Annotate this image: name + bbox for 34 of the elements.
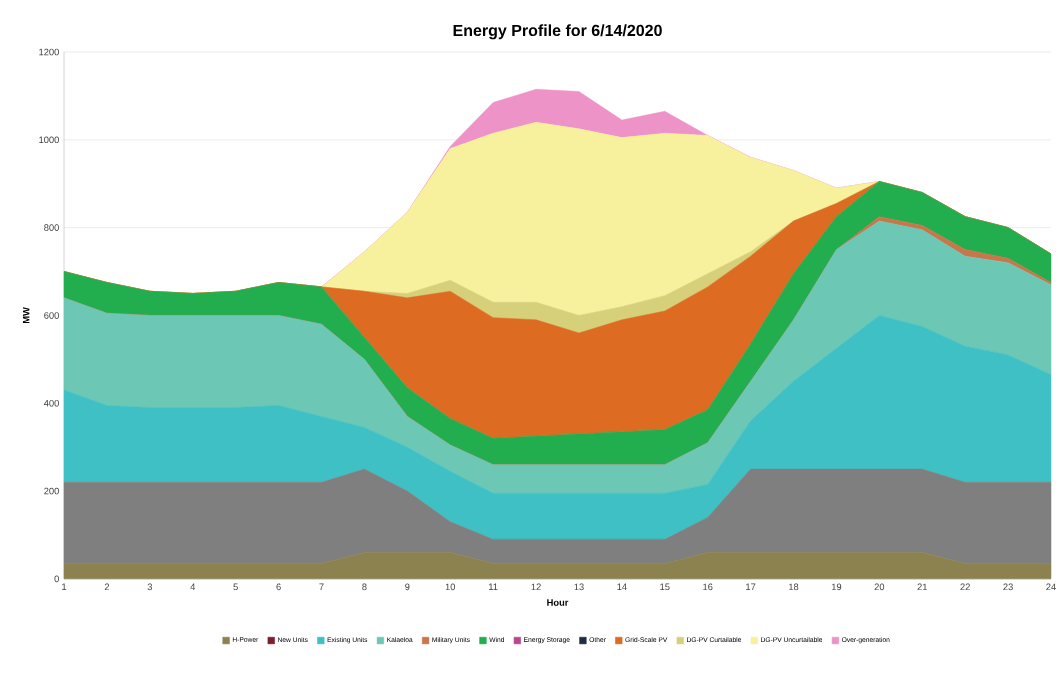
x-tick-label: 5: [233, 583, 238, 591]
x-tick-label: 21: [917, 583, 927, 591]
y-tick-label: 800: [44, 224, 59, 231]
x-tick-label: 13: [574, 583, 584, 591]
x-tick-label: 17: [746, 583, 756, 591]
x-tick-label: 2: [104, 583, 110, 591]
x-tick-label: 12: [531, 583, 541, 591]
x-tick-label: 23: [1003, 583, 1013, 591]
x-tick-label: 10: [445, 583, 456, 591]
x-tick-label: 8: [362, 583, 367, 591]
x-tick-label: 6: [276, 583, 281, 591]
chart-title: Energy Profile for 6/14/2020: [453, 24, 662, 40]
y-tick-label: 1200: [39, 48, 59, 56]
x-tick-label: 18: [789, 583, 799, 591]
x-tick-label: 7: [319, 583, 324, 591]
x-tick-label: 19: [831, 583, 842, 591]
y-tick-label: 600: [44, 312, 59, 319]
x-tick-label: 15: [660, 583, 670, 591]
x-tick-label: 11: [489, 583, 498, 591]
x-tick-label: 4: [190, 583, 196, 591]
x-tick-label: 16: [703, 583, 713, 591]
y-tick-label: 400: [43, 400, 59, 407]
x-tick-label: 1: [62, 583, 67, 591]
x-tick-label: 9: [405, 583, 410, 591]
x-tick-label: 22: [960, 583, 970, 591]
x-tick-label: 24: [1046, 583, 1056, 591]
x-tick-label: 14: [617, 583, 627, 591]
x-tick-label: 3: [147, 583, 153, 591]
y-tick-label: 0: [54, 575, 59, 583]
y-axis-title: MW: [22, 307, 30, 324]
x-tick-label: 20: [874, 583, 885, 591]
y-tick-label: 200: [44, 487, 59, 495]
y-tick-label: 1000: [39, 136, 59, 144]
x-axis-title: Hour: [547, 599, 569, 606]
